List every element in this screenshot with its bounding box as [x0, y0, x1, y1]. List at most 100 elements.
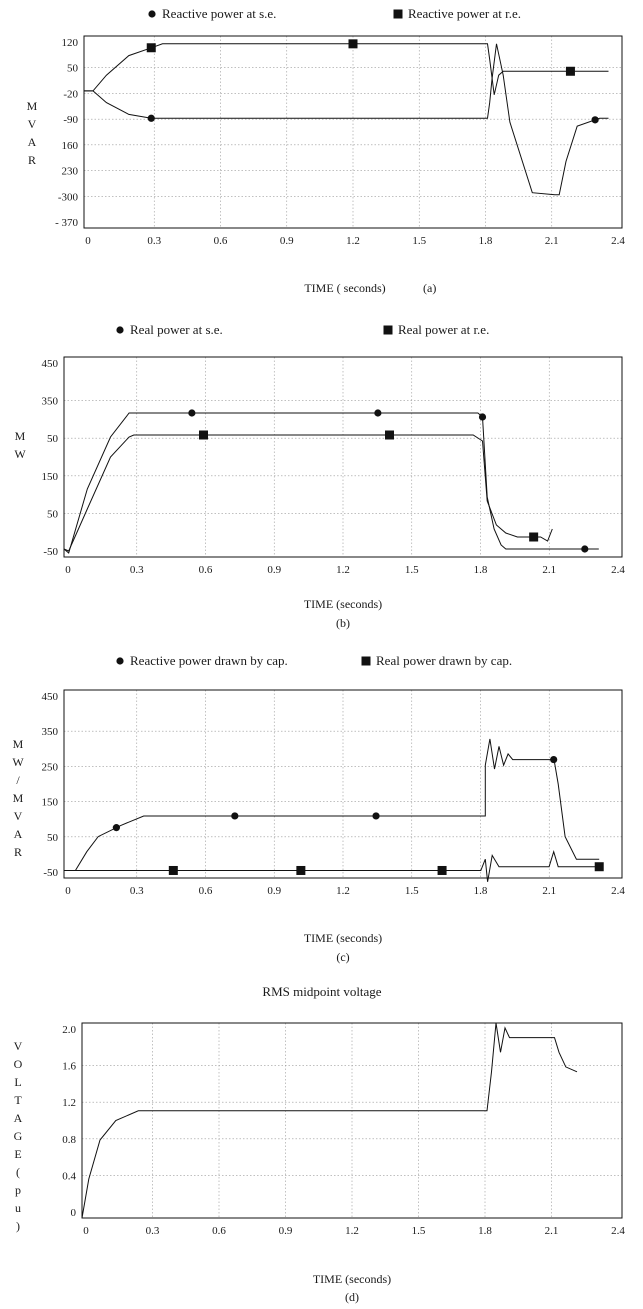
y-tick-label: 160	[62, 140, 79, 152]
x-tick-label: 2.4	[611, 885, 625, 897]
x-tick-label: 0	[83, 1225, 89, 1237]
y-axis-label-letter: L	[14, 1075, 21, 1089]
y-tick-label: 120	[62, 37, 79, 49]
y-tick-label: 350	[42, 726, 59, 738]
y-tick-label: 0.8	[62, 1134, 76, 1146]
x-tick-label: 1.2	[346, 235, 360, 247]
x-axis-title: TIME ( seconds)	[304, 281, 385, 295]
plot-frame	[63, 356, 623, 558]
series-2-marker	[168, 865, 178, 875]
y-tick-label: 50	[67, 63, 79, 75]
y-axis-label-letter: W	[14, 447, 26, 461]
series-line-1	[81, 1022, 578, 1219]
legend-marker	[361, 656, 371, 666]
x-tick-label: 1.5	[412, 235, 426, 247]
x-tick-label: 0.9	[267, 885, 281, 897]
x-tick-label: 2.1	[542, 885, 556, 897]
panel-caption: (a)	[423, 281, 436, 295]
panel-3: 0 0.3 0.6 0.9 1.2 1.5 1.8 2.1 2.4 450 350 250 150 50 -…	[12, 653, 625, 964]
series-1-marker	[372, 812, 380, 820]
series-1-marker	[550, 755, 558, 764]
x-tick-label: 1.5	[405, 885, 419, 897]
y-tick-label: 50	[47, 832, 59, 844]
plot-frame	[83, 35, 623, 229]
y-axis-label-letter: u	[15, 1201, 21, 1215]
series-2-marker	[296, 865, 306, 875]
legend-label: Real power at r.e.	[398, 322, 489, 337]
legend-marker	[116, 326, 124, 334]
legend-marker	[148, 10, 156, 18]
x-tick-label: 0.6	[214, 235, 228, 247]
panel-caption: (b)	[336, 616, 350, 630]
x-tick-label: 2.1	[545, 235, 559, 247]
x-tick-label: 1.2	[336, 564, 350, 576]
series-2-marker	[348, 39, 358, 49]
plot-frame	[81, 1022, 623, 1219]
x-tick-label: 1.8	[478, 1225, 492, 1237]
x-tick-label: 0.3	[146, 1225, 160, 1237]
series-line-1	[84, 43, 609, 196]
y-tick-label: 2.0	[62, 1024, 76, 1036]
x-tick-label: 2.1	[542, 564, 556, 576]
x-tick-label: 0	[85, 235, 91, 247]
x-tick-label: 0.3	[130, 885, 144, 897]
x-axis-title: TIME (seconds)	[313, 1272, 391, 1286]
y-tick-label: 150	[42, 471, 59, 483]
y-tick-label: 0	[71, 1207, 77, 1219]
legend-marker	[383, 325, 393, 335]
x-tick-label: 1.5	[405, 564, 419, 576]
series-1-marker	[188, 409, 196, 417]
x-tick-label: 1.5	[412, 1225, 426, 1237]
y-axis-label-letter: M	[15, 429, 26, 443]
y-axis-label-letter: R	[28, 153, 36, 167]
series-2-marker	[385, 430, 394, 440]
x-tick-label: 2.4	[611, 235, 625, 247]
x-tick-label: 0	[65, 885, 71, 897]
y-axis-label-letter: V	[14, 809, 23, 823]
x-tick-label: 1.8	[474, 564, 488, 576]
y-axis-label-letter: A	[14, 1111, 23, 1125]
legend-label: Reactive power drawn by cap.	[130, 653, 288, 668]
series-2-marker	[199, 430, 208, 440]
series-1-marker	[147, 114, 155, 122]
x-tick-label: 1.2	[336, 885, 350, 897]
x-tick-label: 2.4	[611, 564, 625, 576]
x-axis-title: TIME (seconds)	[304, 597, 382, 611]
y-tick-label: 450	[42, 691, 59, 703]
series-line-2	[63, 434, 553, 552]
y-axis-label-letter: O	[14, 1057, 23, 1071]
x-tick-label: 0.6	[199, 885, 213, 897]
y-axis-label-letter: )	[16, 1219, 20, 1233]
y-axis-label-letter: A	[14, 827, 23, 841]
y-tick-label: -50	[43, 546, 58, 558]
series-2-marker	[529, 532, 539, 542]
x-tick-label: 1.2	[345, 1225, 359, 1237]
panel-4: 0 0.3 0.6 0.9 1.2 1.5 1.8 2.1 2.4 2.0 1.6 1.2 0.8 0.4…	[14, 984, 626, 1304]
y-tick-label: -300	[58, 191, 79, 203]
y-axis-label-letter: M	[13, 791, 24, 805]
legend-label: Real power at s.e.	[130, 322, 223, 337]
series-2-marker	[437, 865, 447, 875]
y-tick-label: -50	[43, 867, 58, 879]
series-1-marker	[478, 413, 487, 421]
x-tick-label: 0.6	[212, 1225, 226, 1237]
y-tick-label: 50	[47, 433, 59, 445]
y-axis-label-letter: W	[12, 755, 24, 769]
y-axis-label-letter: A	[28, 135, 37, 149]
y-axis-label-letter: R	[14, 845, 22, 859]
panel-caption: (c)	[336, 950, 349, 964]
series-2-marker	[594, 862, 604, 872]
legend-label: Reactive power at s.e.	[162, 6, 276, 21]
series-line-1	[64, 738, 600, 871]
series-1-marker	[112, 824, 120, 832]
y-axis-label-letter: T	[14, 1093, 22, 1107]
y-tick-label: 450	[42, 358, 59, 370]
y-axis-label-letter: M	[27, 99, 38, 113]
y-tick-label: 0.4	[62, 1170, 76, 1182]
series-line-2	[64, 849, 600, 882]
x-tick-label: 2.1	[545, 1225, 559, 1237]
y-axis-label-letter: p	[15, 1183, 21, 1197]
chart-title: RMS midpoint voltage	[262, 984, 381, 999]
series-2-marker	[146, 43, 156, 53]
